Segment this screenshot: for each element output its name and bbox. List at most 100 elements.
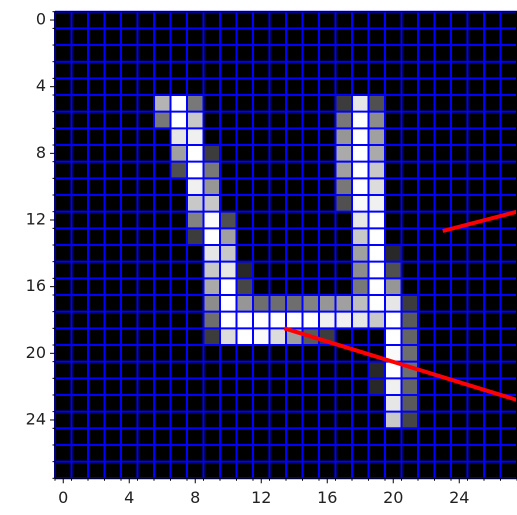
pixel	[204, 145, 221, 162]
pixel	[253, 295, 270, 312]
pixel	[303, 295, 320, 312]
y-tick-label: 20	[26, 343, 46, 362]
y-tick-label: 16	[26, 276, 46, 295]
pixel	[385, 395, 402, 412]
pixel	[187, 162, 204, 179]
pixel	[352, 212, 369, 229]
y-tick-label: 4	[36, 76, 46, 95]
pixel	[237, 312, 254, 329]
pixel	[187, 128, 204, 145]
pixel	[171, 145, 188, 162]
pixel	[369, 245, 386, 262]
pixel	[402, 378, 419, 395]
pixel	[352, 112, 369, 129]
pixel	[187, 195, 204, 212]
pixel	[369, 178, 386, 195]
pixel	[253, 328, 270, 345]
pixel	[204, 278, 221, 295]
pixel	[369, 228, 386, 245]
pixel	[352, 228, 369, 245]
pixel	[369, 195, 386, 212]
x-tick-label: 24	[449, 488, 469, 507]
pixel	[286, 312, 303, 329]
pixel	[385, 378, 402, 395]
pixel	[319, 312, 336, 329]
pixel	[204, 262, 221, 279]
pixel	[204, 178, 221, 195]
pixel	[369, 295, 386, 312]
pixel	[204, 228, 221, 245]
pixel	[352, 95, 369, 112]
pixel	[171, 128, 188, 145]
pixel	[220, 328, 237, 345]
pixel	[286, 295, 303, 312]
pixel	[336, 128, 353, 145]
pixel	[171, 112, 188, 129]
pixel	[385, 295, 402, 312]
pixel	[187, 112, 204, 129]
pixel	[402, 412, 419, 429]
pixel	[352, 245, 369, 262]
pixel	[352, 178, 369, 195]
y-tick-label: 0	[36, 10, 46, 29]
pixel	[336, 178, 353, 195]
pixel	[187, 95, 204, 112]
pixel	[270, 312, 287, 329]
pixel	[220, 262, 237, 279]
pixel	[204, 245, 221, 262]
pixel	[303, 312, 320, 329]
pixel	[220, 228, 237, 245]
pixel	[369, 112, 386, 129]
pixel	[369, 378, 386, 395]
x-tick-label: 0	[58, 488, 68, 507]
pixel	[171, 95, 188, 112]
pixel	[187, 178, 204, 195]
x-tick-label: 16	[317, 488, 337, 507]
pixel	[352, 162, 369, 179]
pixel	[385, 245, 402, 262]
pixel	[352, 295, 369, 312]
pixel	[204, 195, 221, 212]
pixel	[237, 278, 254, 295]
pixel	[352, 278, 369, 295]
y-tick-label: 24	[26, 409, 46, 428]
pixel	[220, 245, 237, 262]
pixel	[187, 145, 204, 162]
pixel	[385, 312, 402, 329]
pixel	[369, 95, 386, 112]
pixel	[369, 362, 386, 379]
pixel	[352, 195, 369, 212]
pixel	[237, 328, 254, 345]
pixel	[204, 312, 221, 329]
pixel	[336, 95, 353, 112]
pixel	[237, 262, 254, 279]
pixel	[352, 145, 369, 162]
pixel	[171, 162, 188, 179]
pixel	[336, 112, 353, 129]
pixel	[369, 212, 386, 229]
y-tick-label: 12	[26, 210, 46, 229]
pixel	[385, 278, 402, 295]
pixel	[270, 328, 287, 345]
pixel	[204, 328, 221, 345]
pixel	[369, 145, 386, 162]
pixel	[385, 262, 402, 279]
pixel	[369, 262, 386, 279]
pixel	[154, 112, 171, 129]
pixel	[402, 328, 419, 345]
pixel	[336, 145, 353, 162]
pixel	[220, 278, 237, 295]
pixel	[204, 212, 221, 229]
pixel	[187, 228, 204, 245]
pixel	[402, 312, 419, 329]
pixel	[369, 162, 386, 179]
pixel	[220, 212, 237, 229]
pixel	[402, 395, 419, 412]
x-tick-label: 20	[383, 488, 403, 507]
pixel	[402, 295, 419, 312]
chart: 0481216202404812162024	[0, 0, 517, 515]
pixel	[402, 345, 419, 362]
pixel	[336, 295, 353, 312]
pixel	[204, 162, 221, 179]
pixel	[237, 295, 254, 312]
